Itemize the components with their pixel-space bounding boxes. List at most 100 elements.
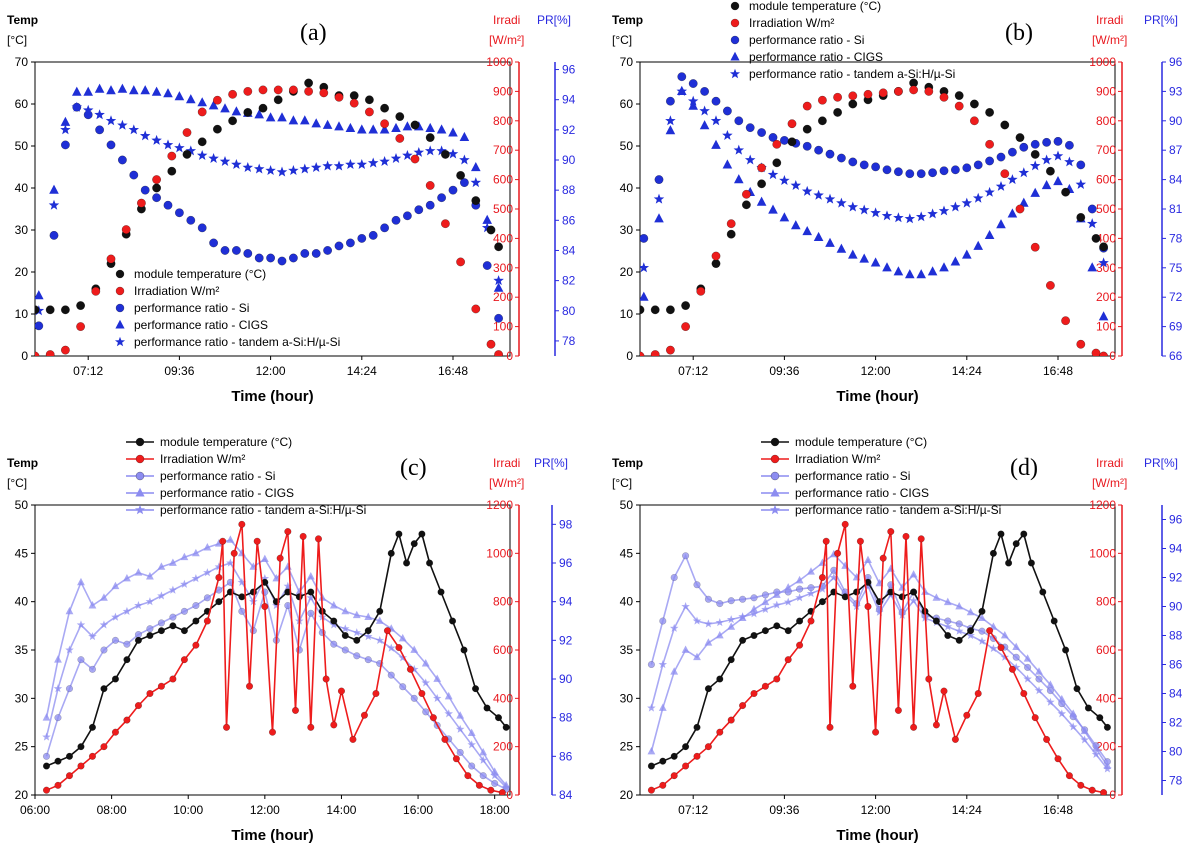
data-point — [917, 535, 925, 543]
data-point — [180, 627, 188, 635]
data-point — [146, 690, 154, 698]
data-point — [1035, 667, 1043, 675]
data-point — [353, 636, 361, 644]
data-point — [395, 530, 403, 538]
data-point — [186, 94, 196, 104]
series-1 — [640, 85, 1109, 356]
data-point — [1087, 262, 1097, 272]
legend-marker — [135, 487, 145, 497]
data-point — [409, 664, 419, 673]
data-point — [921, 587, 929, 595]
x-axis-tick-label: 12:00 — [250, 803, 280, 817]
legend-marker — [770, 454, 780, 464]
data-point — [306, 572, 315, 580]
data-point — [974, 690, 982, 698]
data-point — [893, 86, 903, 96]
x-axis-tick-label: 12:00 — [861, 803, 891, 817]
data-point — [468, 762, 476, 770]
data-point — [237, 577, 247, 586]
data-point — [741, 189, 751, 199]
legend-marker — [135, 471, 145, 481]
data-point — [459, 131, 470, 141]
pr-axis-title: PR[%] — [1144, 456, 1178, 470]
data-point — [307, 588, 315, 596]
data-point — [894, 706, 902, 714]
data-point — [152, 175, 162, 185]
data-point — [368, 124, 378, 134]
data-point — [972, 192, 984, 203]
data-point — [111, 675, 119, 683]
data-point — [42, 762, 50, 770]
legend-label: performance ratio - CIGS — [160, 486, 294, 500]
irradiation-axis-tick-label: 1200 — [486, 498, 513, 512]
data-point — [212, 124, 222, 134]
data-point — [129, 170, 139, 180]
data-point — [299, 163, 311, 174]
data-point — [978, 613, 986, 622]
data-point — [111, 636, 119, 644]
data-point — [399, 683, 407, 691]
x-axis-tick-label: 08:00 — [97, 803, 127, 817]
data-point — [167, 151, 177, 161]
left-axis-tick-label: 50 — [620, 498, 634, 512]
legend-marker — [134, 504, 146, 515]
data-point — [364, 631, 373, 641]
data-point — [152, 183, 162, 193]
panel-b: 0 10 20 30 40 50 60 70 Temp [°C] 07:12 09:36 12:00 14… — [612, 0, 1183, 405]
data-point — [978, 627, 986, 635]
data-point — [1061, 187, 1071, 197]
data-point — [414, 205, 424, 215]
data-point — [152, 193, 162, 203]
data-point — [1045, 166, 1055, 176]
data-point — [395, 644, 403, 652]
irradiation-axis-unit: [W/m²] — [489, 33, 524, 47]
pr-axis-tick-label: 88 — [562, 183, 576, 197]
data-point — [254, 109, 264, 119]
data-point — [996, 219, 1006, 229]
panel-label: (b) — [1005, 20, 1033, 46]
data-point — [950, 201, 961, 212]
x-axis-tick-label: 10:00 — [173, 803, 203, 817]
data-point — [304, 86, 314, 96]
data-point — [1061, 316, 1071, 326]
data-point — [238, 593, 246, 601]
data-point — [1039, 588, 1047, 596]
pr-axis-tick-label: 93 — [1169, 84, 1183, 98]
data-point — [1031, 714, 1039, 722]
data-point — [437, 588, 445, 596]
data-point — [88, 601, 97, 609]
data-point — [1046, 680, 1055, 688]
data-point — [950, 256, 961, 266]
data-point — [841, 593, 849, 601]
data-point — [334, 92, 344, 102]
data-point — [288, 85, 298, 95]
data-point — [49, 184, 59, 194]
series-2 — [35, 102, 504, 331]
data-point — [300, 115, 310, 125]
series-3 — [35, 83, 504, 300]
irradiation-axis-tick-label: 200 — [493, 740, 513, 754]
data-point — [1099, 242, 1109, 252]
data-point — [349, 735, 357, 743]
data-point — [288, 165, 299, 176]
data-point — [791, 220, 801, 230]
x-axis-title: Time (hour) — [231, 827, 313, 844]
data-point — [242, 162, 254, 172]
data-point — [1041, 179, 1052, 190]
data-point — [425, 122, 435, 132]
data-point — [364, 107, 374, 117]
data-point — [100, 743, 108, 751]
data-point — [1012, 642, 1021, 651]
data-point — [65, 606, 74, 615]
pr-axis-tick-label: 94 — [1169, 542, 1183, 556]
data-point — [932, 593, 941, 601]
data-point — [836, 197, 847, 208]
legend-marker — [729, 68, 741, 79]
legend: module temperature (°C) Irradiation W/m² p… — [761, 435, 1001, 517]
data-point — [157, 562, 166, 570]
data-point — [88, 752, 96, 760]
data-point — [422, 708, 430, 716]
data-point — [238, 607, 246, 615]
left-axis-unit: [°C] — [612, 33, 632, 47]
data-point — [928, 168, 938, 178]
